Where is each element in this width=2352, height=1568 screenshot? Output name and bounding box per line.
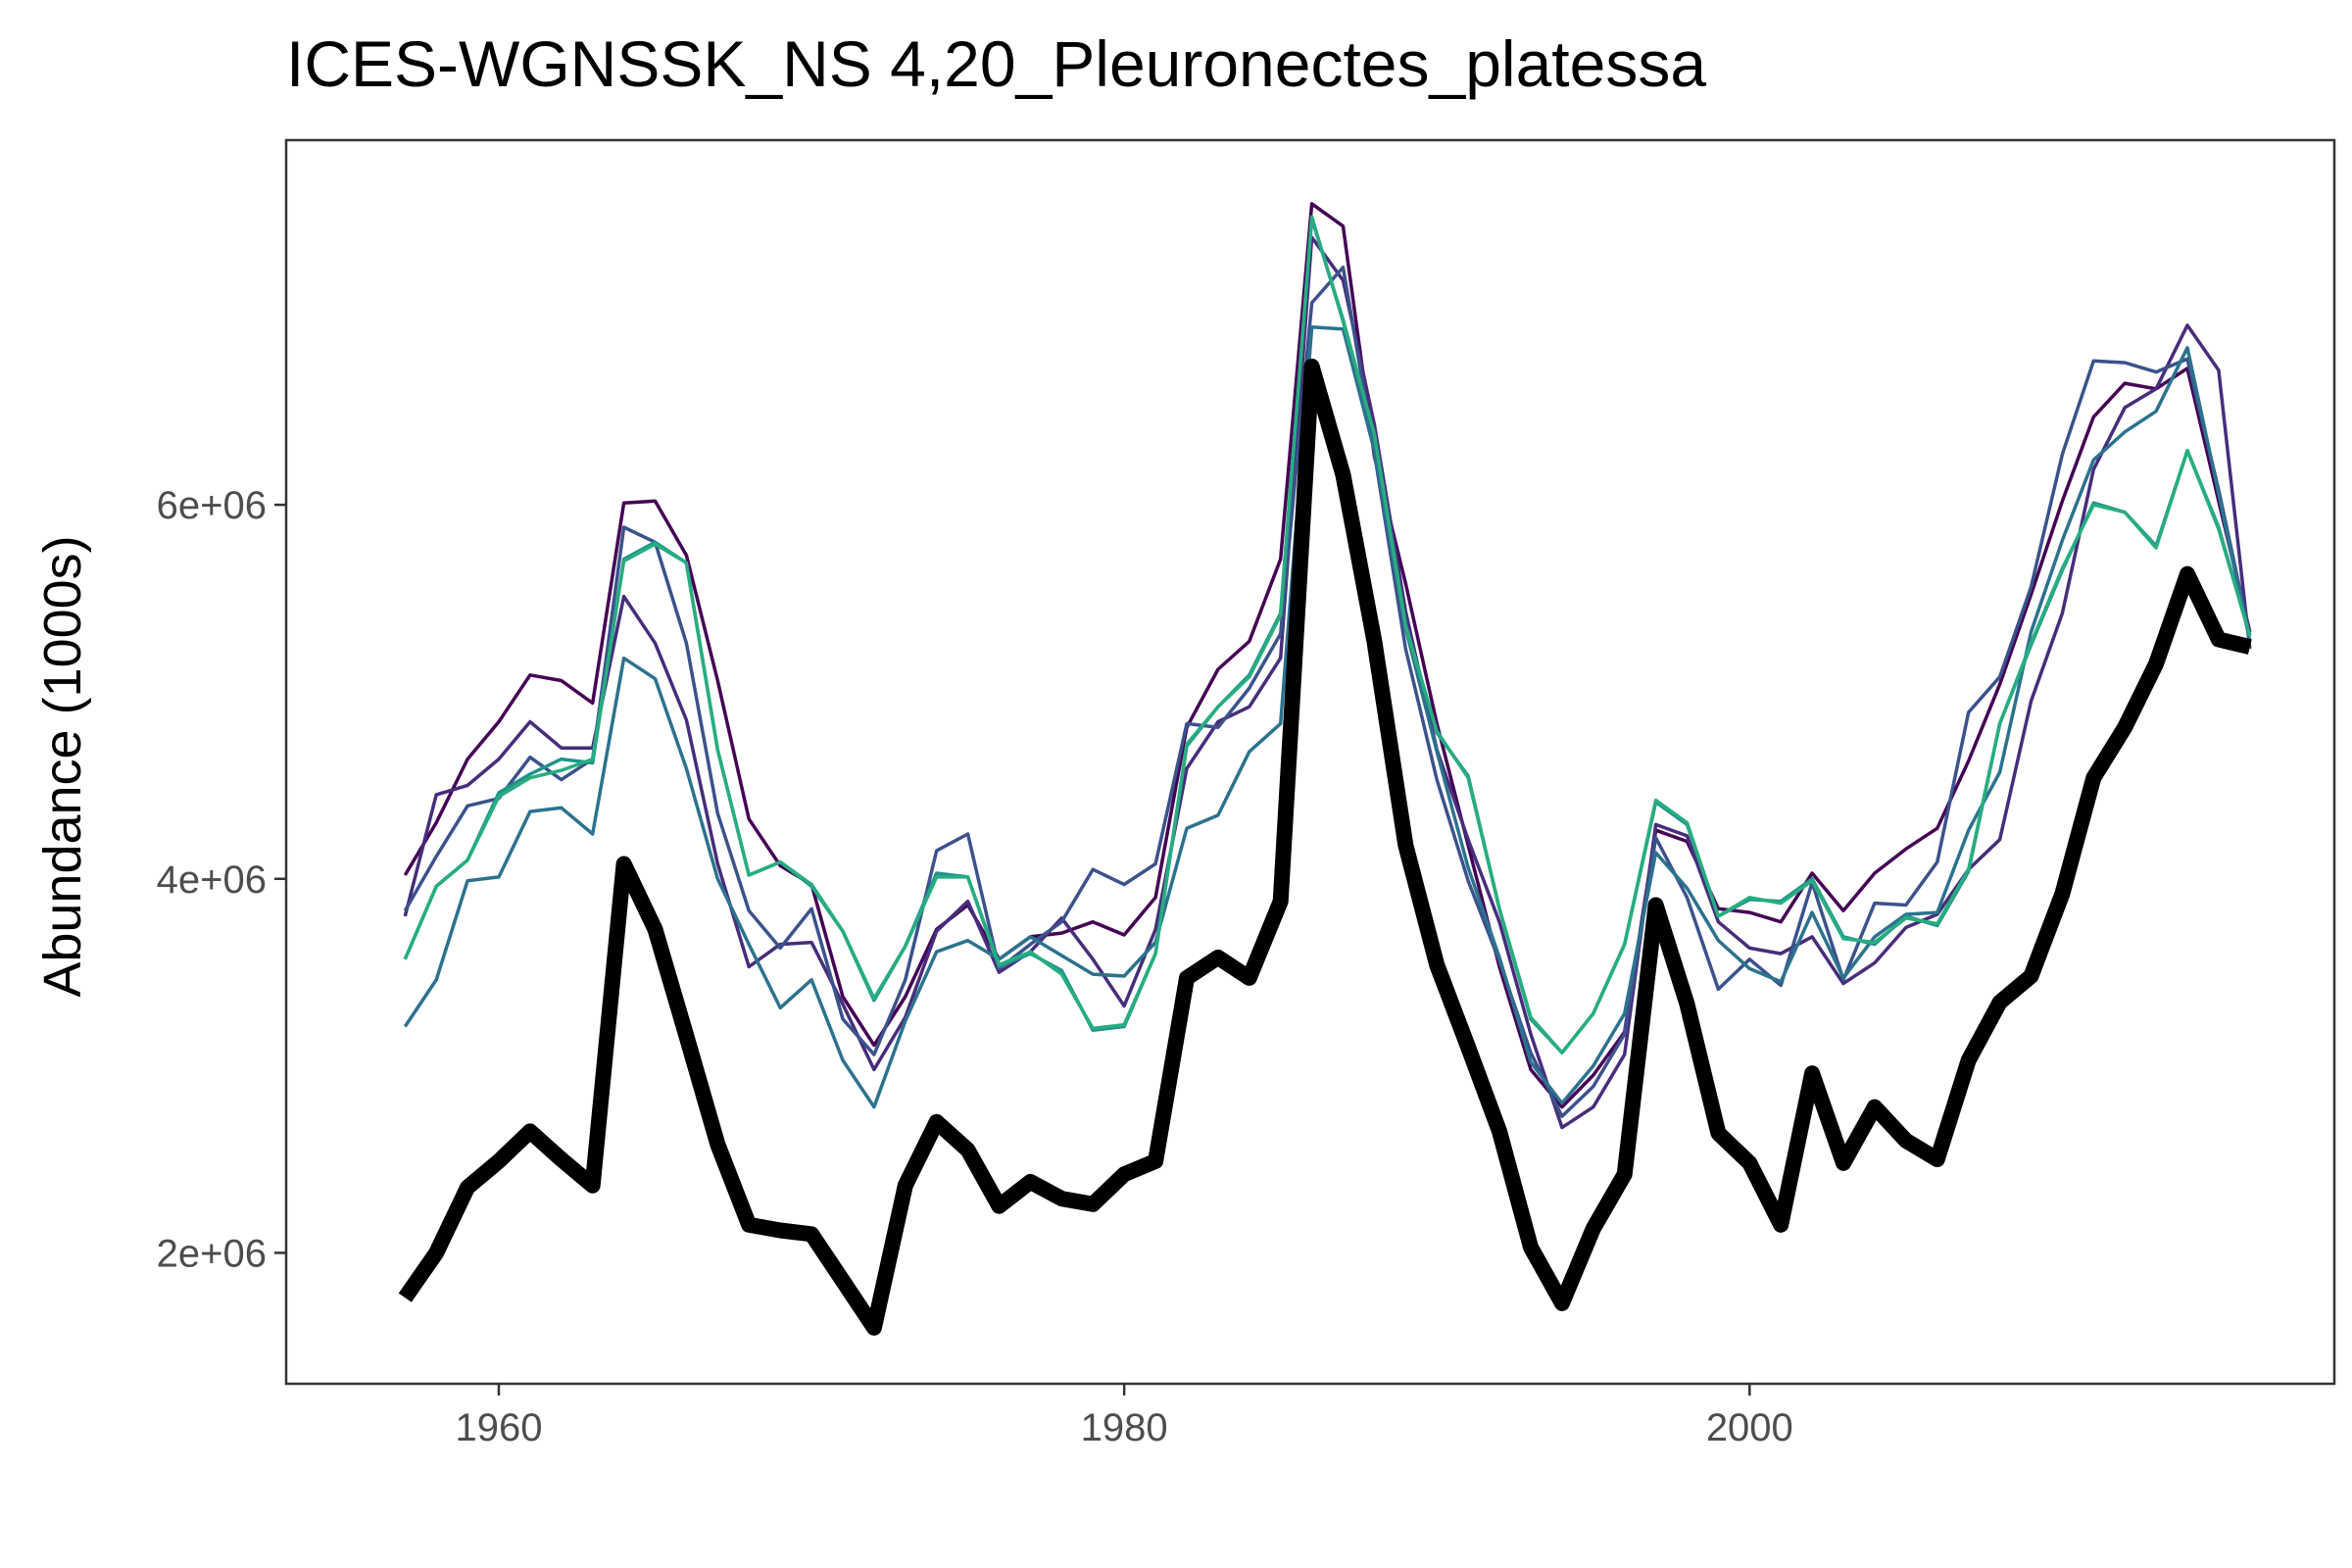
series-line-4 [403, 325, 2252, 1109]
x-tick-label: 1980 [1081, 1406, 1168, 1449]
x-axis: 1960 1980 2000 [455, 1384, 1793, 1449]
series-line-3 [403, 266, 2252, 1118]
plot-area [284, 138, 2336, 1386]
chart-title: ICES-WGNSSK_NS 4,20_Pleuronectes_platess… [286, 27, 1706, 100]
series-line-6 [403, 215, 2252, 1054]
series-line-1 [403, 202, 2252, 1109]
series-layer [398, 202, 2252, 1336]
y-tick-label: 2e+06 [157, 1232, 267, 1275]
y-axis-label: Abundance (1000s) [33, 535, 92, 997]
y-axis: 2e+06 4e+06 6e+06 [157, 484, 286, 1275]
y-tick-label: 4e+06 [157, 858, 267, 902]
x-tick-label: 1960 [455, 1406, 542, 1449]
y-tick-label: 6e+06 [157, 484, 267, 527]
series-line-0 [398, 358, 2252, 1336]
series-line-2 [403, 235, 2252, 1130]
x-tick-label: 2000 [1706, 1406, 1793, 1449]
plot-border [284, 138, 2336, 1386]
